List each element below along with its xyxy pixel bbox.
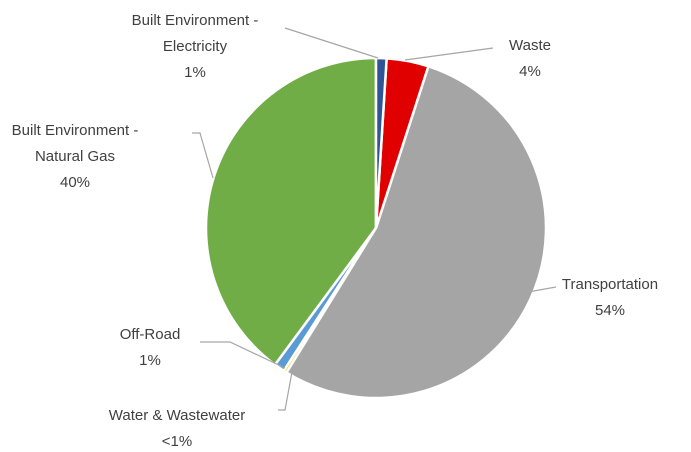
data-label: Water & Wastewater <1% <box>92 403 262 452</box>
data-label: Built Environment - Electricity 1% <box>110 8 280 86</box>
leader-line <box>192 132 214 179</box>
data-label: Built Environment - Natural Gas 40% <box>0 118 160 196</box>
leader-line <box>278 371 293 411</box>
data-label: Off-Road 1% <box>65 322 235 374</box>
data-label: Transportation 54% <box>525 272 691 324</box>
value-label: 40% <box>59 174 91 191</box>
leader-line <box>200 341 286 369</box>
category-label: Transportation <box>561 276 659 293</box>
category-label: Water & Wastewater <box>108 407 246 424</box>
category-label: Waste <box>509 37 551 54</box>
value-label: 54% <box>594 302 626 319</box>
pie-slice <box>284 64 548 400</box>
value-label: 4% <box>519 63 541 80</box>
value-label: 1% <box>139 352 161 369</box>
data-label: Waste 4% <box>445 33 615 85</box>
value-label: <1% <box>161 433 193 450</box>
category-label: Off-Road <box>119 326 181 343</box>
category-label: Built Environment - Electricity <box>131 12 259 55</box>
leader-line <box>404 47 494 61</box>
leader-line <box>284 27 379 59</box>
pie-slice <box>374 56 388 229</box>
leader-line <box>527 286 557 293</box>
pie-slice <box>204 56 378 367</box>
value-label: 1% <box>184 64 206 81</box>
category-label: Built Environment - Natural Gas <box>11 122 139 165</box>
